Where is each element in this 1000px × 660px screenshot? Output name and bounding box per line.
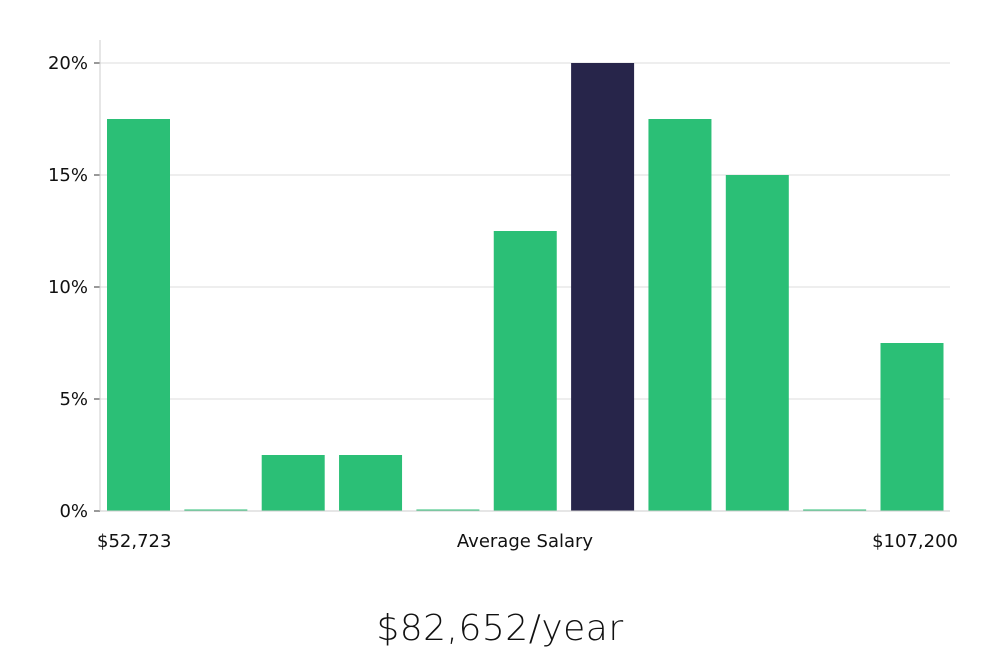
x-label-min-salary: $52,723 xyxy=(97,531,171,552)
salary-histogram: 0% 5% 10% 15% 20% $52,723 Average Salary $10… xyxy=(48,40,958,552)
x-label-max-salary: $107,200 xyxy=(872,531,958,552)
y-tick-label: 20% xyxy=(48,53,88,74)
x-label-average-salary: Average Salary xyxy=(457,531,594,552)
y-tick-label: 5% xyxy=(59,389,88,410)
bar xyxy=(493,231,557,511)
bar xyxy=(339,455,403,511)
bar xyxy=(648,119,712,511)
bar xyxy=(880,343,944,511)
bar xyxy=(803,509,867,511)
bar xyxy=(184,509,248,511)
bar xyxy=(416,509,480,511)
bars xyxy=(107,63,944,511)
bar xyxy=(725,175,789,511)
y-tick-label: 0% xyxy=(59,501,88,522)
bar xyxy=(107,119,170,511)
bar-highlighted xyxy=(571,63,635,511)
y-tick-label: 15% xyxy=(48,165,88,186)
average-salary-headline: $82,652/year xyxy=(376,608,624,649)
y-tick-labels: 0% 5% 10% 15% 20% xyxy=(48,53,100,522)
bar xyxy=(261,455,325,511)
y-tick-label: 10% xyxy=(48,277,88,298)
